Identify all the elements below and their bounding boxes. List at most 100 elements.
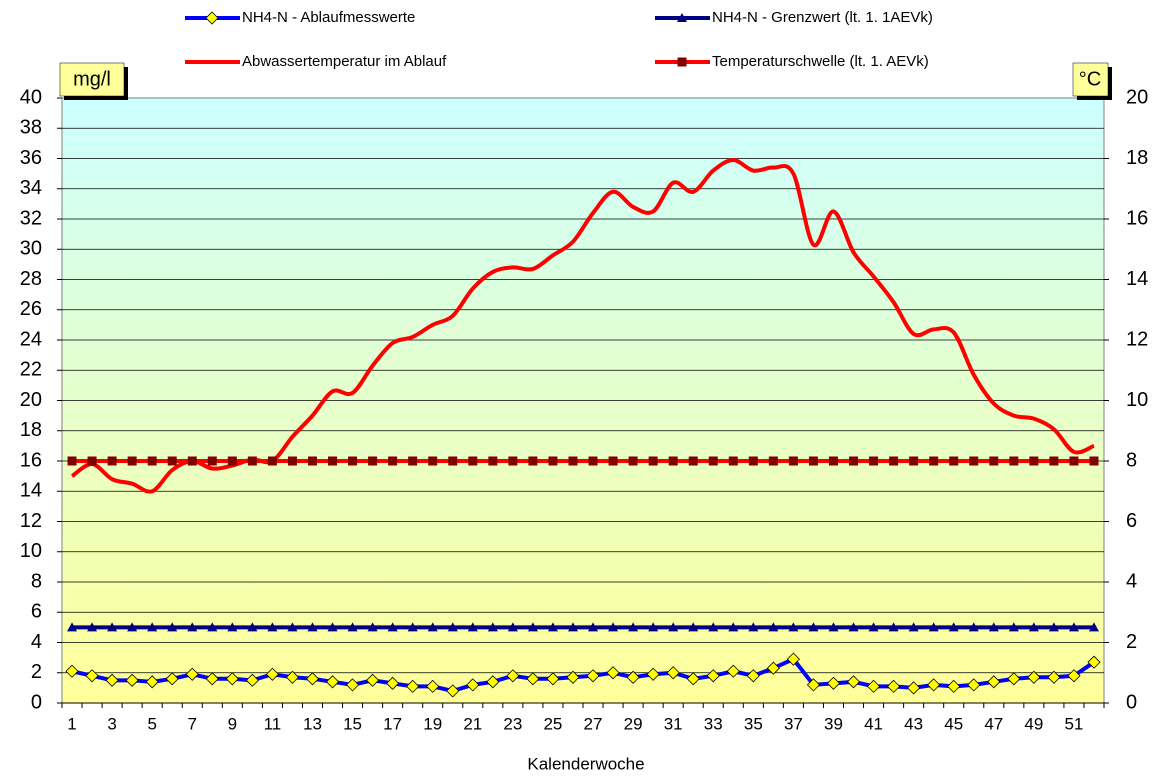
x-axis-title: Kalenderwoche [527,754,644,773]
data-point [406,679,420,693]
legend-label: Temperaturschwelle (lt. 1. AEVk) [712,53,929,70]
data-point [287,456,297,466]
data-point [688,456,698,466]
data-point [968,622,979,632]
data-point [588,622,599,632]
data-point [348,456,358,466]
data-point [247,622,258,632]
data-point [107,622,118,632]
y-tick-label: 12 [20,510,42,532]
data-point [989,456,999,466]
data-point [848,622,859,632]
x-tick-label: 17 [383,714,402,733]
data-point [628,456,638,466]
data-point [887,679,901,693]
data-point [345,678,360,692]
x-tick-label: 47 [984,714,1003,733]
data-point [125,673,139,687]
data-point [686,672,700,686]
x-tick-label: 9 [228,714,237,733]
data-point [467,622,478,632]
data-point [846,675,861,689]
x-tick-label: 51 [1064,714,1083,733]
x-tick-label: 45 [944,714,963,733]
data-point [1088,622,1099,632]
y-tick-label: 24 [20,328,42,350]
data-point [447,622,458,632]
data-point [466,678,480,692]
data-point [1009,456,1019,466]
data-point [1049,456,1059,466]
data-point [987,675,1001,689]
data-point [247,456,257,466]
data-point [889,456,899,466]
data-point [869,456,879,466]
data-point [1068,622,1079,632]
data-point [568,456,578,466]
y2-tick-label: 4 [1126,570,1137,592]
label-box [1072,62,1109,97]
data-point [948,622,959,632]
x-tick-label: 13 [303,714,322,733]
y2-tick-label: 14 [1126,268,1148,290]
y2-tick-label: 12 [1126,328,1148,350]
x-tick-label: 41 [864,714,883,733]
data-point [586,669,600,683]
data-point [608,622,619,632]
data-point [427,622,438,632]
x-tick-label: 7 [188,714,197,733]
y-tick-label: 32 [20,207,42,229]
data-point [267,622,278,632]
y-tick-label: 10 [20,540,42,562]
data-point [65,664,79,678]
data-point [708,456,718,466]
data-point [728,622,739,632]
data-point [287,622,298,632]
data-point [866,679,881,693]
data-point [626,670,640,684]
x-tick-label: 49 [1024,714,1043,733]
y-axis-title: mg/l [73,68,111,90]
data-point [227,622,238,632]
x-tick-label: 33 [704,714,723,733]
data-point [888,622,899,632]
data-point [127,622,138,632]
data-point [307,622,318,632]
data-point [947,679,961,693]
data-point [225,672,239,686]
y-tick-label: 18 [20,419,42,441]
data-point [185,667,199,681]
data-point [746,669,760,683]
data-point [929,456,939,466]
data-point [648,622,659,632]
data-point [567,622,578,632]
x-tick-label: 43 [904,714,923,733]
y-tick-label: 0 [31,691,42,713]
data-point [407,622,418,632]
data-point [967,678,981,692]
data-point [708,622,719,632]
data-point [426,679,440,693]
data-point [566,670,580,684]
data-point [826,676,841,690]
data-point [388,456,398,466]
data-point [1007,672,1021,686]
data-point [107,456,117,466]
x-tick-label: 11 [264,714,282,733]
data-point [347,622,358,632]
data-point [748,456,758,466]
x-tick-label: 35 [744,714,763,733]
y-tick-label: 28 [20,268,42,290]
data-point [285,670,300,684]
data-point [668,456,678,466]
data-point [907,681,921,695]
x-tick-label: 27 [584,714,603,733]
y-tick-label: 14 [20,480,42,502]
data-point [165,672,179,686]
data-point [327,622,338,632]
y-tick-label: 38 [20,117,42,139]
y-tick-label: 36 [20,147,42,169]
x-tick-label: 15 [343,714,362,733]
data-point [788,456,798,466]
x-tick-label: 29 [624,714,643,733]
